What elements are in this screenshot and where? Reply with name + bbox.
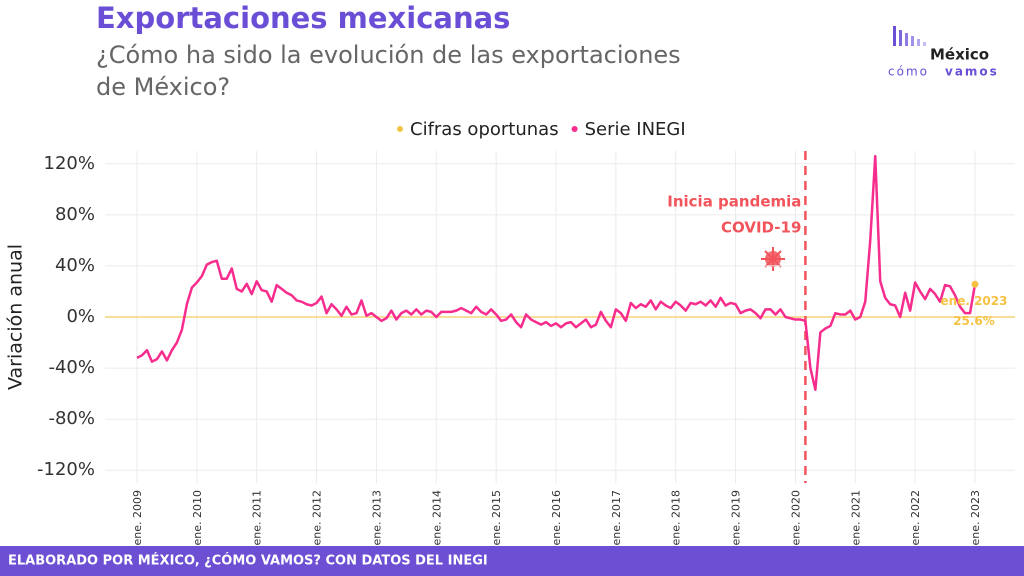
y-axis-label: Variación anual — [5, 244, 27, 390]
x-tick-label: ene. 2015 — [490, 490, 503, 546]
y-tick-label: -40% — [48, 357, 95, 378]
legend-marker — [397, 126, 403, 132]
legend-label: Serie INEGI — [585, 119, 686, 140]
x-tick-label: ene. 2012 — [311, 490, 324, 546]
logo-text: vamos — [945, 65, 999, 79]
x-tick-label: ene. 2018 — [670, 490, 683, 546]
y-tick-label: -80% — [48, 408, 95, 429]
x-tick-label: ene. 2010 — [191, 490, 204, 546]
x-tick-label: ene. 2019 — [730, 490, 743, 546]
footer-bar — [0, 546, 1024, 576]
annotation: COVID-19 — [721, 219, 801, 237]
y-tick-label: 0% — [66, 306, 95, 327]
x-tick-label: ene. 2023 — [969, 490, 982, 546]
x-tick-label: ene. 2016 — [550, 490, 563, 546]
x-tick-label: ene. 2014 — [430, 490, 443, 546]
x-tick-label: ene. 2022 — [909, 490, 922, 546]
subtitle: ¿Cómo ha sido la evolución de las export… — [96, 41, 681, 69]
legend-label: Cifras oportunas — [410, 119, 559, 140]
line — [136, 154, 977, 392]
footer: ELABORADO POR MÉXICO, ¿CÓMO VAMOS? CON D… — [8, 553, 488, 569]
subtitle: de México? — [96, 73, 230, 101]
x-tick-label: ene. 2009 — [131, 490, 144, 546]
y-tick-label: -120% — [37, 459, 95, 480]
point — [971, 280, 979, 288]
logo-bar — [899, 30, 902, 46]
logo-bar — [917, 39, 920, 46]
y-tick-label: 80% — [55, 204, 95, 225]
logo-text: México — [930, 46, 989, 64]
logo-bar — [905, 33, 908, 46]
x-tick-label: ene. 2013 — [370, 490, 383, 546]
y-tick-label: 40% — [55, 255, 95, 276]
annotation: Inicia pandemia — [667, 193, 801, 211]
x-tick-label: ene. 2017 — [610, 490, 623, 546]
virus-icon — [761, 247, 785, 271]
value-label: ene. 2023 — [941, 294, 1008, 308]
logo-bar — [923, 42, 926, 46]
x-tick-label: ene. 2020 — [789, 490, 802, 546]
logo-text: cómo — [888, 65, 929, 79]
chart-title: Exportaciones mexicanas — [96, 1, 510, 35]
logo: México cómo vamos — [888, 26, 999, 79]
x-tick-label: ene. 2021 — [849, 490, 862, 546]
value-label: 25.6% — [953, 314, 995, 328]
legend-marker — [571, 126, 578, 132]
y-tick-label: 120% — [44, 153, 95, 174]
x-tick-label: ene. 2011 — [251, 490, 264, 546]
logo-bar — [893, 26, 896, 46]
logo-bar — [911, 36, 914, 46]
